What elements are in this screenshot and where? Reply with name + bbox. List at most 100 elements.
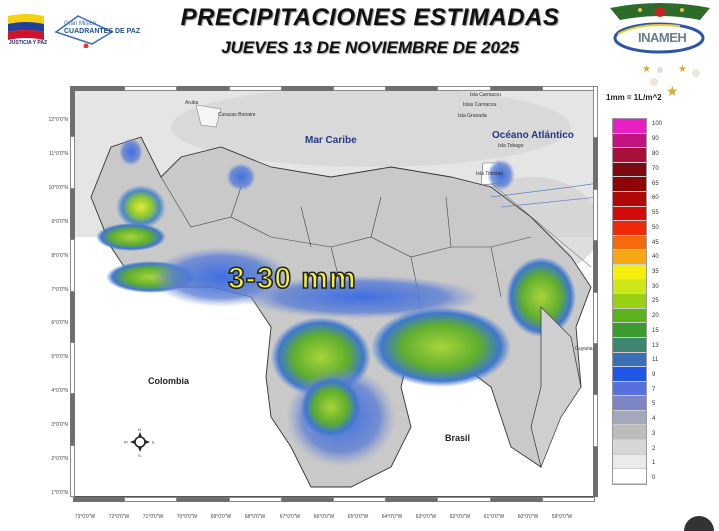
legend-value: 0	[652, 475, 656, 481]
lat-tick: 7°0'0"N	[51, 287, 68, 293]
legend-swatch-13	[613, 337, 646, 353]
legend-swatch-7	[613, 381, 646, 397]
svg-text:N: N	[138, 427, 141, 432]
christmas-decoration-icon: ★ ★ ★	[610, 3, 710, 99]
lon-tick: 67°0'0"W	[279, 514, 301, 520]
lat-tick: 9°0'0"N	[51, 219, 68, 225]
lat-tick: 11°0'0"N	[48, 151, 68, 157]
legend-value: 25	[652, 298, 659, 304]
precipitation-legend	[612, 118, 647, 485]
lon-tick: 69°0'0"W	[210, 514, 232, 520]
island-label: Isla Granada	[458, 113, 487, 119]
legend-value: 1	[652, 460, 656, 466]
legend-value: 11	[652, 357, 659, 363]
lat-tick: 6°0'0"N	[51, 320, 68, 326]
legend-swatch-70	[613, 162, 646, 178]
lat-tick: 8°0'0"N	[51, 253, 68, 259]
svg-text:★: ★	[678, 64, 687, 75]
overlay-action-button[interactable]	[684, 516, 714, 531]
lon-tick: 63°0'0"W	[415, 514, 437, 520]
legend-swatch-45	[613, 235, 646, 251]
island-label: Isla Tobago	[498, 143, 524, 149]
lat-tick: 10°0'0"N	[48, 185, 68, 191]
island-label: Islas Carriacou	[463, 102, 497, 108]
island-label: Aruba	[185, 100, 199, 106]
svg-text:S: S	[138, 453, 141, 458]
precipitation-range-label: 3-30 mm	[227, 261, 357, 296]
unit-note: 1mm = 1L/m^2	[606, 93, 662, 102]
legend-value: 2	[652, 446, 656, 452]
lon-tick: 66°0'0"W	[313, 514, 335, 520]
legend-swatch-0	[613, 469, 646, 484]
lat-tick: 3°0'0"N	[51, 422, 68, 428]
lon-tick: 72°0'0"W	[108, 514, 130, 520]
lat-tick: 12°0'0"N	[48, 117, 68, 123]
legend-value: 60	[652, 195, 659, 201]
legend-swatch-3	[613, 425, 646, 441]
legend-value: 7	[652, 387, 656, 393]
gran-mision-text: Gran Misión	[64, 21, 97, 27]
legend-value: 9	[652, 372, 656, 378]
lon-tick: 70°0'0"W	[176, 514, 198, 520]
lat-tick: 1°0'0"N	[51, 490, 68, 496]
lon-tick: 65°0'0"W	[347, 514, 369, 520]
legend-value: 70	[652, 166, 659, 172]
svg-text:★: ★	[642, 64, 651, 75]
lon-tick: 59°0'0"W	[551, 514, 573, 520]
legend-value: 4	[652, 416, 656, 422]
svg-text:E: E	[152, 440, 155, 445]
svg-text:W: W	[124, 440, 128, 445]
lat-tick: 5°0'0"N	[51, 354, 68, 360]
legend-value: 30	[652, 284, 659, 290]
legend-swatch-50	[613, 221, 646, 236]
legend-swatch-20	[613, 308, 646, 324]
legend-value: 35	[652, 269, 659, 275]
legend-swatch-100	[613, 119, 646, 134]
legend-value: 5	[652, 401, 656, 407]
legend-value: 55	[652, 210, 659, 216]
lon-tick: 62°0'0"W	[449, 514, 471, 520]
legend-swatch-40	[613, 250, 646, 265]
guyana-label: Guyana	[575, 346, 593, 352]
island-label: Curazao Bonaire	[218, 112, 256, 118]
legend-swatch-35	[613, 264, 646, 280]
atlantic-ocean-label: Océano Atlántico	[492, 130, 574, 141]
legend-value: 80	[652, 151, 659, 157]
legend-value: 65	[652, 181, 659, 187]
lon-tick: 61°0'0"W	[483, 514, 505, 520]
legend-swatch-80	[613, 148, 646, 163]
legend-value: 20	[652, 313, 659, 319]
justicia-y-paz-caption: JUSTICIA Y PAZ	[8, 40, 48, 46]
cuadrantes-de-paz-logo	[54, 15, 114, 48]
legend-value: 100	[652, 121, 663, 127]
legend-swatch-15	[613, 323, 646, 338]
legend-swatch-1	[613, 454, 646, 470]
legend-swatch-9	[613, 367, 646, 382]
lon-tick: 64°0'0"W	[381, 514, 403, 520]
legend-swatch-4	[613, 410, 646, 426]
lon-tick: 60°0'0"W	[517, 514, 539, 520]
brasil-label: Brasil	[445, 433, 471, 443]
scale-bar-right	[593, 86, 598, 497]
legend-value: 50	[652, 225, 659, 231]
island-label: Isla Carriacou	[470, 92, 501, 98]
legend-swatch-30	[613, 279, 646, 295]
caribbean-sea-label: Mar Caribe	[305, 135, 357, 146]
legend-value: 45	[652, 240, 659, 246]
legend-swatch-11	[613, 352, 646, 368]
colombia-label: Colombia	[148, 376, 190, 386]
svg-text:★: ★	[666, 83, 679, 99]
legend-value: 15	[652, 328, 659, 334]
venezuela-flag-logo	[8, 14, 44, 40]
inameh-logo: ★ ★ ★ INAMEH	[600, 0, 719, 100]
scale-bar-bottom	[73, 497, 596, 502]
inameh-brand-text: INAMEH	[638, 30, 687, 45]
legend-swatch-65	[613, 177, 646, 192]
island-label: Isla Trinidad	[476, 171, 503, 177]
legend-swatch-90	[613, 133, 646, 149]
legend-swatch-55	[613, 206, 646, 222]
lon-tick: 71°0'0"W	[142, 514, 164, 520]
precipitation-map	[70, 86, 598, 497]
legend-value: 13	[652, 343, 659, 349]
map-canvas	[71, 87, 597, 488]
